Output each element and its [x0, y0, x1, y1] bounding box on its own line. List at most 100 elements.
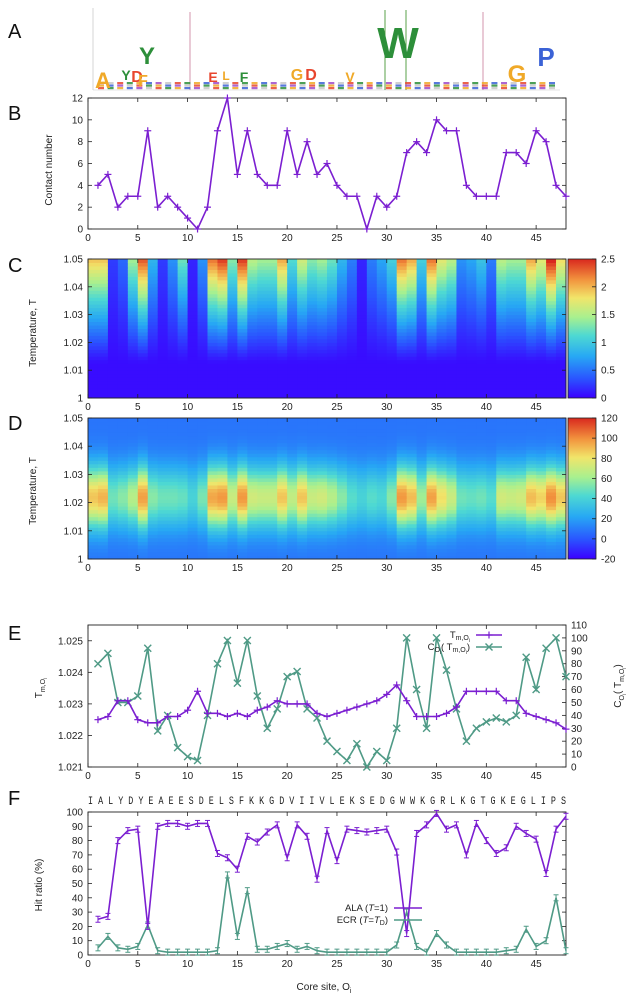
- heatmap-cell: [157, 449, 169, 454]
- heatmap-cell: [277, 523, 288, 528]
- heatmap-cell: [187, 523, 199, 528]
- heatmap-cell: [386, 314, 398, 319]
- heatmap-cell: [287, 439, 298, 444]
- heatmap-cell: [297, 463, 308, 468]
- heatmap-cell: [346, 300, 358, 305]
- logo-minor-letter: [424, 82, 431, 85]
- heatmap-cell: [356, 463, 368, 468]
- heatmap-cell: [327, 499, 338, 504]
- heatmap-cell: [476, 527, 487, 532]
- heatmap-cell: [336, 265, 348, 270]
- heatmap-cell: [406, 418, 418, 423]
- heatmap-cell: [257, 384, 268, 389]
- heatmap-cell: [177, 463, 189, 468]
- heatmap-cell: [97, 380, 109, 385]
- heatmap-cell: [137, 272, 149, 277]
- heatmap-cell: [526, 363, 537, 368]
- heatmap-cell: [436, 548, 447, 553]
- heatmap-cell: [436, 428, 447, 433]
- heatmap-cell: [217, 421, 228, 426]
- heatmap-cell: [247, 345, 258, 350]
- heatmap-cell: [536, 259, 547, 263]
- heatmap-cell: [167, 499, 179, 504]
- heatmap-cell: [386, 527, 398, 532]
- heatmap-cell: [257, 325, 268, 329]
- heatmap-cell: [227, 314, 238, 319]
- heatmap-cell: [267, 304, 278, 309]
- heatmap-cell: [127, 474, 139, 479]
- heatmap-cell: [476, 495, 487, 500]
- heatmap-cell: [97, 342, 109, 347]
- heatmap-cell: [486, 363, 497, 368]
- heatmap-cell: [426, 283, 438, 288]
- heatmap-cell: [516, 481, 527, 486]
- logo-minor-letter: [366, 82, 373, 85]
- logo-minor-letter: [357, 84, 364, 87]
- heatmap-cell: [466, 293, 477, 298]
- heatmap-cell: [127, 318, 139, 323]
- heatmap-cell: [536, 286, 547, 291]
- heatmap-cell: [237, 530, 248, 535]
- heatmap-cell: [207, 541, 218, 546]
- heatmap-cell: [436, 387, 447, 392]
- heatmap-cell: [396, 279, 408, 284]
- heatmap-cell: [456, 352, 467, 357]
- heatmap-cell: [317, 530, 328, 535]
- heatmap-cell: [327, 363, 338, 368]
- heatmap-cell: [97, 304, 109, 309]
- heatmap-cell: [366, 453, 378, 458]
- heatmap-cell: [486, 460, 497, 465]
- heatmap-cell: [177, 509, 189, 514]
- heatmap-cell: [307, 541, 318, 546]
- heatmap-cell: [356, 481, 368, 486]
- heatmap-cell: [257, 432, 268, 437]
- heatmap-cell: [88, 318, 99, 323]
- heatmap-cell: [486, 276, 497, 281]
- heatmap-cell: [436, 555, 447, 560]
- heatmap-cell: [416, 359, 428, 364]
- heatmap-cell: [476, 449, 487, 454]
- heatmap-cell: [396, 555, 408, 560]
- heatmap-cell: [217, 428, 228, 433]
- heatmap-cell: [556, 265, 567, 270]
- heatmap-cell: [127, 314, 139, 319]
- logo-minor-letter: [98, 84, 104, 87]
- heatmap-cell: [536, 425, 547, 430]
- heatmap-cell: [466, 470, 477, 475]
- heatmap-cell: [257, 276, 268, 281]
- heatmap-cell: [366, 297, 378, 302]
- heatmap-cell: [147, 272, 159, 277]
- heatmap-cell: [197, 328, 208, 333]
- heatmap-cell: [127, 530, 139, 535]
- heatmap-cell: [466, 349, 477, 354]
- heatmap-cell: [88, 342, 99, 347]
- heatmap-cell: [556, 492, 567, 497]
- heatmap-cell: [147, 283, 159, 288]
- heatmap-cell: [556, 286, 567, 291]
- heatmap-cell: [187, 534, 199, 539]
- heatmap-cell: [267, 439, 278, 444]
- heatmap-cell: [346, 481, 358, 486]
- heatmap-cell: [287, 530, 298, 535]
- heatmap-cell: [546, 544, 557, 549]
- heatmap-cell: [88, 516, 99, 521]
- heatmap-cell: [277, 484, 288, 489]
- heatmap-cell: [227, 276, 238, 281]
- heatmap-cell: [466, 352, 477, 357]
- heatmap-cell: [376, 492, 388, 497]
- logo-minor-letter: [117, 87, 124, 90]
- heatmap-cell: [227, 359, 238, 364]
- heatmap-cell: [416, 435, 428, 440]
- heatmap-cell: [476, 279, 487, 284]
- heatmap-cell: [486, 530, 497, 535]
- heatmap-cell: [466, 418, 477, 423]
- heatmap-cell: [247, 279, 258, 284]
- heatmap-cell: [117, 394, 129, 399]
- heatmap-cell: [217, 527, 228, 532]
- c-tm-point: [552, 633, 561, 642]
- heatmap-cell: [197, 421, 208, 426]
- heatmap-cell: [396, 342, 408, 347]
- heatmap-cell: [297, 523, 308, 528]
- heatmap-cell: [307, 463, 318, 468]
- heatmap-cell: [207, 380, 218, 385]
